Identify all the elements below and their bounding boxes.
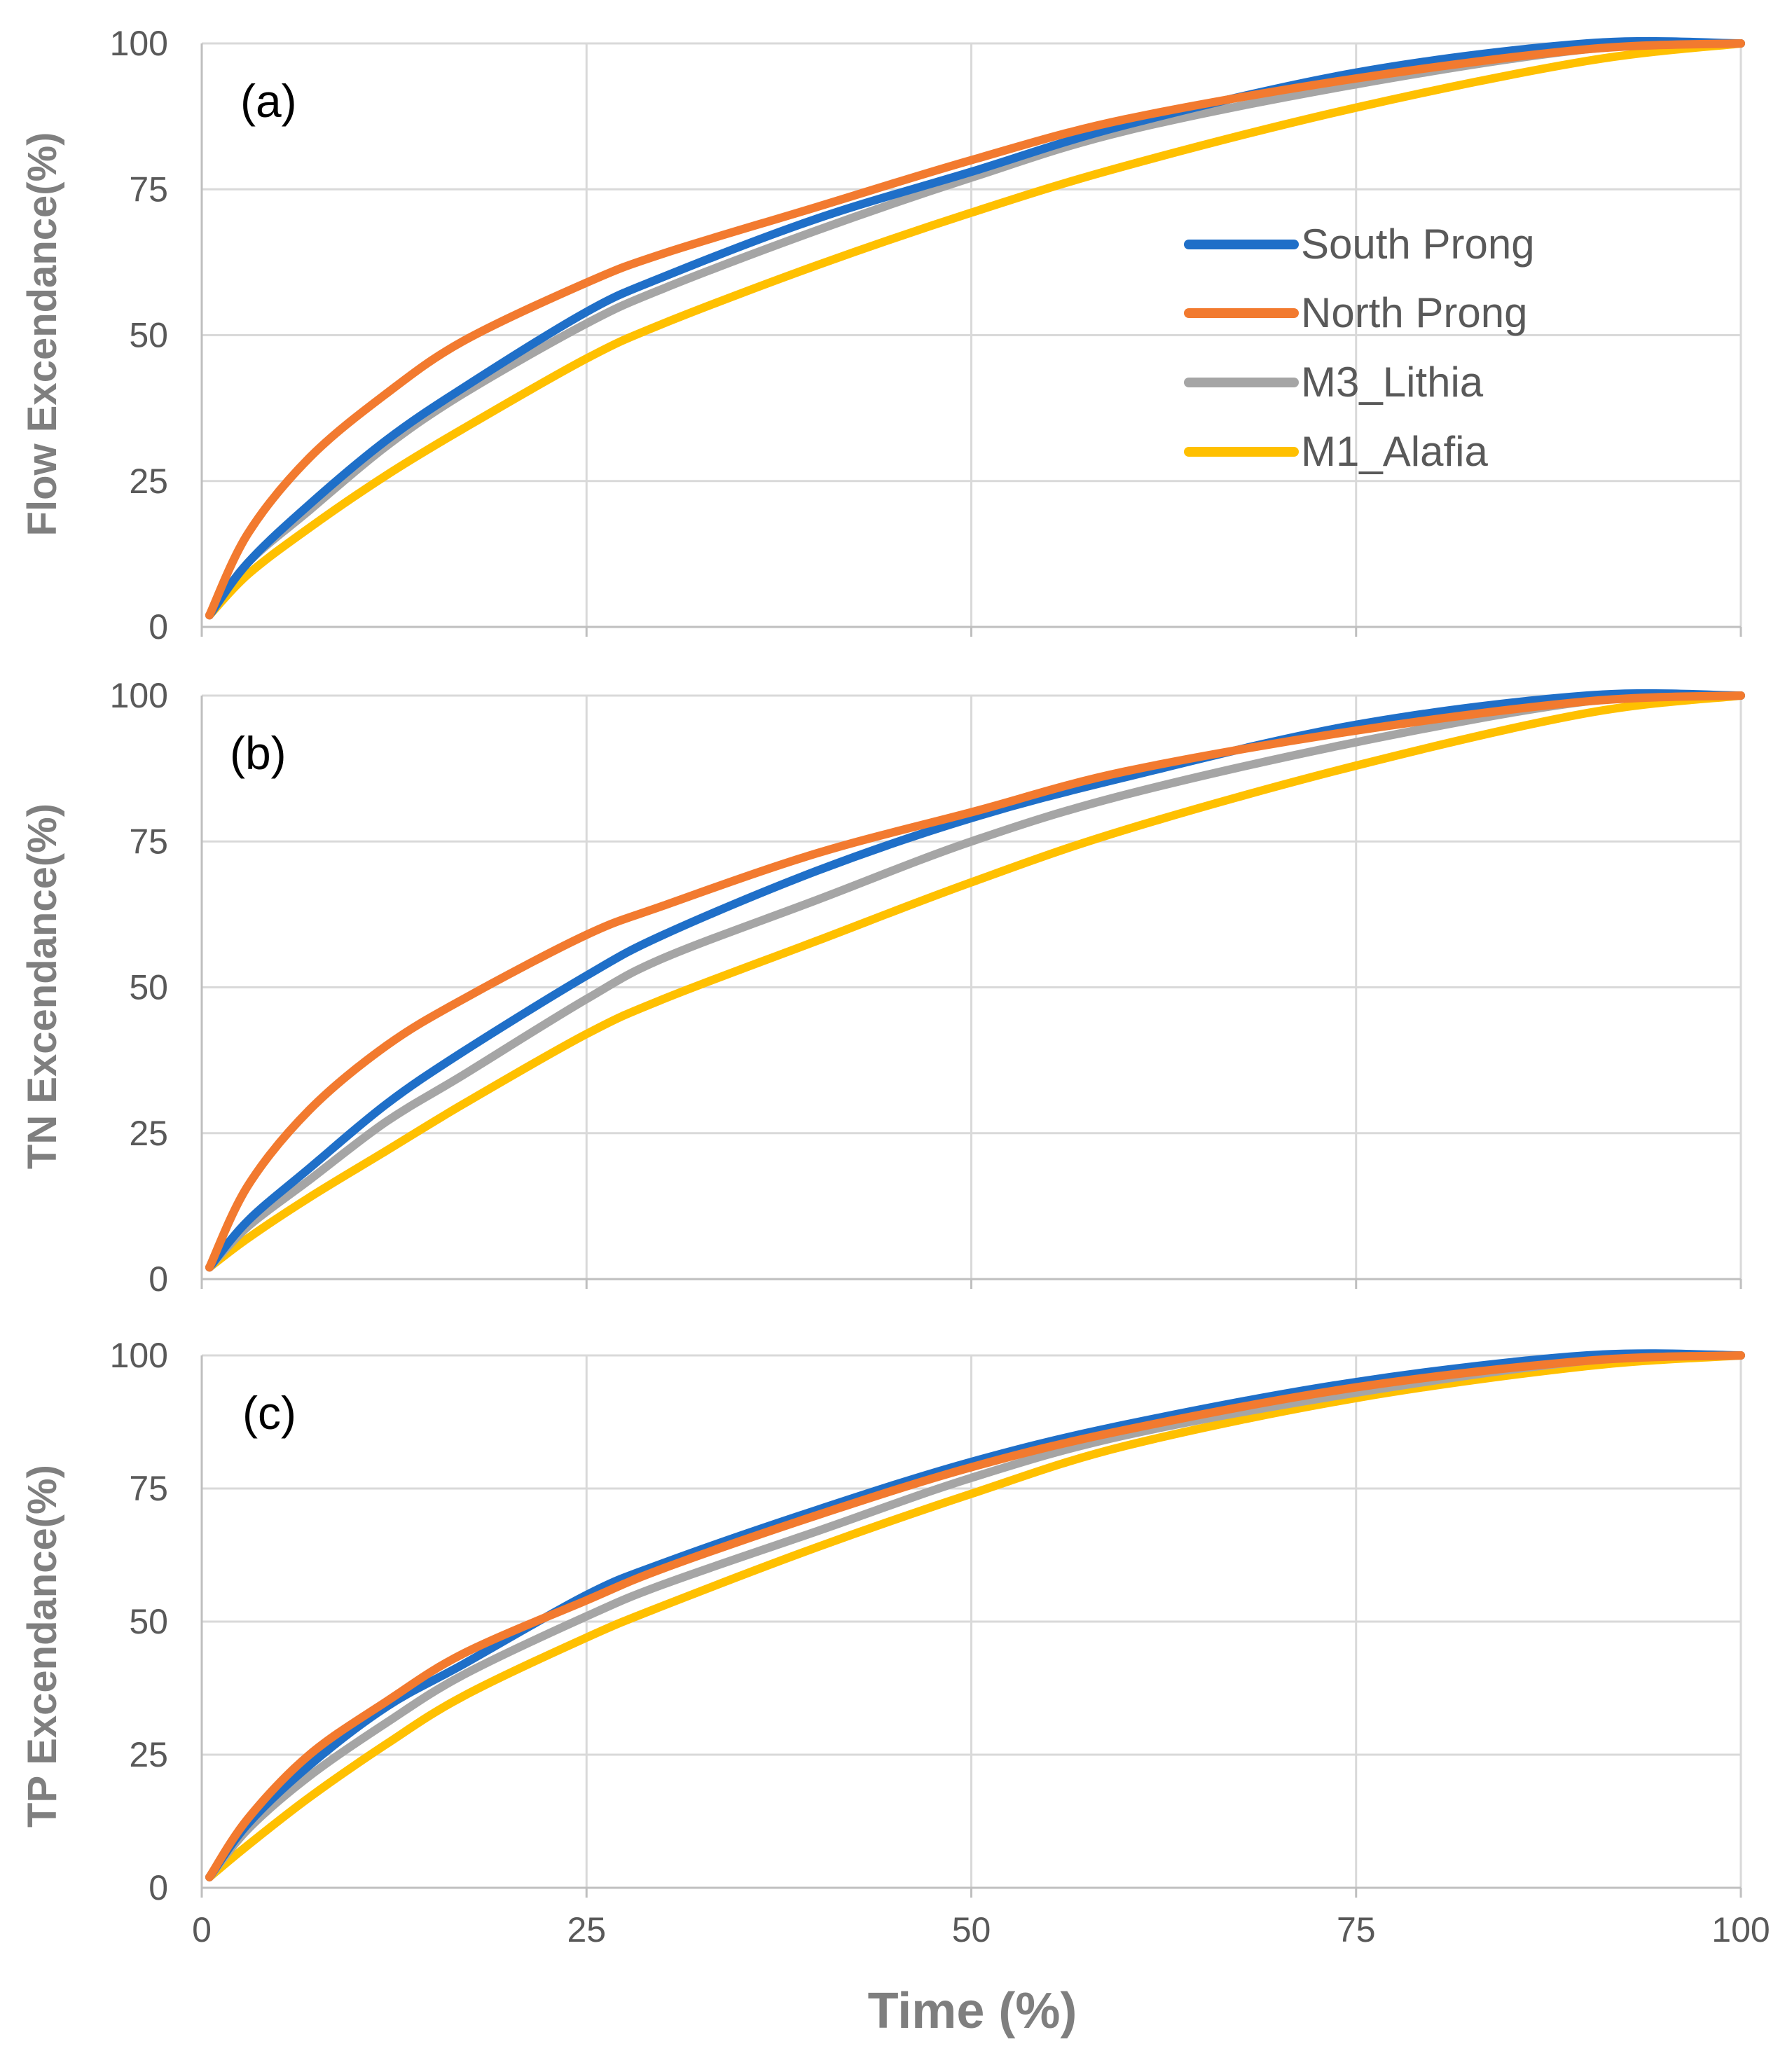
panel-b-y-tick-0: 0 bbox=[149, 1259, 168, 1299]
panel-c-label: (c) bbox=[242, 1387, 296, 1439]
panel-c-series-north-prong bbox=[205, 1351, 1745, 1881]
x-axis-label: Time (%) bbox=[868, 1983, 1077, 2039]
panel-a-y-tick-25: 25 bbox=[129, 462, 168, 501]
panel-c-y-tick-25: 25 bbox=[129, 1735, 168, 1774]
panel-b-y-tick-50: 50 bbox=[129, 968, 168, 1007]
panel-b-series-south-prong bbox=[205, 689, 1745, 1272]
panel-a-label: (a) bbox=[240, 75, 297, 127]
panel-b: 0 25 50 75 100 TN Excendance(%) (b) bbox=[20, 676, 1745, 1299]
panel-a-y-tick-50: 50 bbox=[129, 316, 168, 355]
panel-c-series-m1-alafia bbox=[205, 1351, 1745, 1881]
panel-b-series-m3-lithia bbox=[205, 691, 1745, 1272]
panel-c-y-tick-100: 100 bbox=[110, 1336, 168, 1375]
panel-b-series-north-prong bbox=[205, 691, 1745, 1272]
panel-a-y-tick-100: 100 bbox=[110, 24, 168, 63]
panel-b-y-ticks: 0 25 50 75 100 bbox=[110, 676, 168, 1299]
legend-label-m3-lithia: M3_Lithia bbox=[1301, 359, 1484, 406]
x-axis-tick-labels: 0 25 50 75 100 bbox=[192, 1910, 1770, 1949]
panel-a-y-tick-0: 0 bbox=[149, 607, 168, 647]
panel-c-y-tick-50: 50 bbox=[129, 1602, 168, 1641]
legend-label-m1-alafia: M1_Alafia bbox=[1301, 428, 1488, 475]
panel-c-series-south-prong bbox=[205, 1349, 1745, 1881]
panel-a-series-south-prong bbox=[205, 36, 1745, 620]
x-tick-75: 75 bbox=[1337, 1910, 1376, 1949]
panel-c: 0 25 50 75 100 TP Excendance(%) (c) bbox=[20, 1336, 1745, 1907]
legend-label-north-prong: North Prong bbox=[1301, 289, 1528, 336]
panel-b-y-axis-label: TN Excendance(%) bbox=[20, 803, 65, 1169]
panel-a-series-north-prong bbox=[205, 39, 1745, 620]
panel-c-axes bbox=[200, 1355, 1742, 1898]
panel-b-series-m1-alafia bbox=[205, 691, 1745, 1272]
panel-a-y-axis-label: Flow Excendance(%) bbox=[20, 132, 65, 537]
panel-a-axes bbox=[200, 43, 1742, 637]
panel-b-y-tick-75: 75 bbox=[129, 822, 168, 861]
panel-b-axes bbox=[200, 696, 1742, 1289]
legend-label-south-prong: South Prong bbox=[1301, 221, 1535, 268]
x-tick-25: 25 bbox=[567, 1910, 606, 1949]
panel-c-series bbox=[205, 1349, 1745, 1881]
panel-a-series bbox=[205, 36, 1745, 620]
x-tick-100: 100 bbox=[1711, 1910, 1770, 1949]
panel-c-y-tick-0: 0 bbox=[149, 1868, 168, 1907]
panel-c-y-tick-75: 75 bbox=[129, 1469, 168, 1508]
legend: South Prong North Prong M3_Lithia M1_Ala… bbox=[1184, 221, 1535, 475]
panel-b-y-tick-25: 25 bbox=[129, 1114, 168, 1153]
panel-c-gridlines bbox=[202, 1354, 1742, 1888]
panel-c-series-m3-lithia bbox=[205, 1351, 1745, 1881]
panel-b-label: (b) bbox=[230, 727, 287, 779]
panel-a-y-tick-75: 75 bbox=[129, 170, 168, 209]
panel-a-y-ticks: 0 25 50 75 100 bbox=[110, 24, 168, 647]
panel-b-y-tick-100: 100 bbox=[110, 676, 168, 715]
x-tick-0: 0 bbox=[192, 1910, 212, 1949]
panel-a: 0 25 50 75 100 Flow Excendance(%) (a) bbox=[20, 24, 1745, 647]
panel-c-y-axis-label: TP Excendance(%) bbox=[20, 1465, 65, 1828]
panel-c-y-ticks: 0 25 50 75 100 bbox=[110, 1336, 168, 1907]
panel-a-series-m3-lithia bbox=[205, 39, 1745, 620]
panel-a-series-m1-alafia bbox=[205, 39, 1745, 620]
panel-b-series bbox=[205, 689, 1745, 1272]
panel-b-gridlines bbox=[202, 694, 1742, 1279]
x-tick-50: 50 bbox=[952, 1910, 991, 1949]
panel-a-gridlines bbox=[202, 42, 1742, 627]
